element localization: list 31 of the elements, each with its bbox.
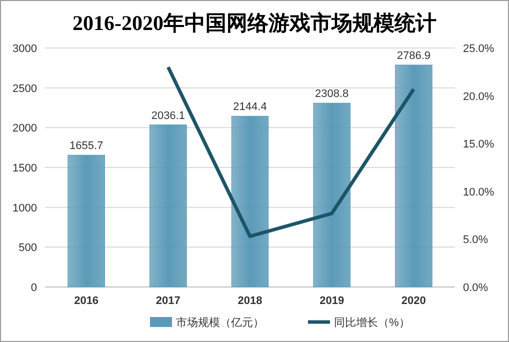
- data-label: 2036.1: [151, 110, 185, 122]
- data-label: 1655.7: [70, 140, 104, 152]
- x-tick-label: 2020: [401, 295, 426, 307]
- x-tick-label: 2018: [238, 295, 262, 307]
- bar: [313, 102, 350, 288]
- y2-tick-label: 5.0%: [463, 234, 488, 246]
- x-tick-label: 2019: [320, 295, 344, 307]
- bar: [68, 154, 105, 288]
- bar: [395, 64, 432, 288]
- y-tick-label: 0: [30, 282, 37, 294]
- x-tick-label: 2017: [156, 295, 180, 307]
- y-tick-label: 500: [18, 242, 37, 254]
- y-tick-label: 1000: [12, 202, 37, 214]
- data-label: 2786.9: [396, 50, 430, 62]
- chart-title: 2016-2020年中国网络游戏市场规模统计: [72, 11, 436, 35]
- legend-label: 市场规模（亿元）: [176, 316, 264, 329]
- bar: [231, 116, 269, 288]
- y-tick-label: 2500: [12, 82, 37, 95]
- y2-tick-label: 10.0%: [463, 186, 494, 198]
- y-tick-label: 2000: [12, 122, 37, 135]
- y2-tick-label: 25.0%: [463, 43, 494, 55]
- data-label: 2308.8: [315, 88, 349, 100]
- data-label: 2144.4: [233, 101, 267, 114]
- y2-tick-label: 0.0%: [463, 282, 488, 294]
- x-tick-label: 2016: [74, 295, 99, 307]
- y2-tick-label: 20.0%: [463, 90, 494, 103]
- bar: [150, 124, 187, 288]
- legend-label: 同比增长（%）: [334, 316, 410, 329]
- y-tick-label: 1500: [12, 162, 37, 174]
- y-tick-label: 3000: [12, 43, 37, 55]
- y2-tick-label: 15.0%: [463, 138, 494, 151]
